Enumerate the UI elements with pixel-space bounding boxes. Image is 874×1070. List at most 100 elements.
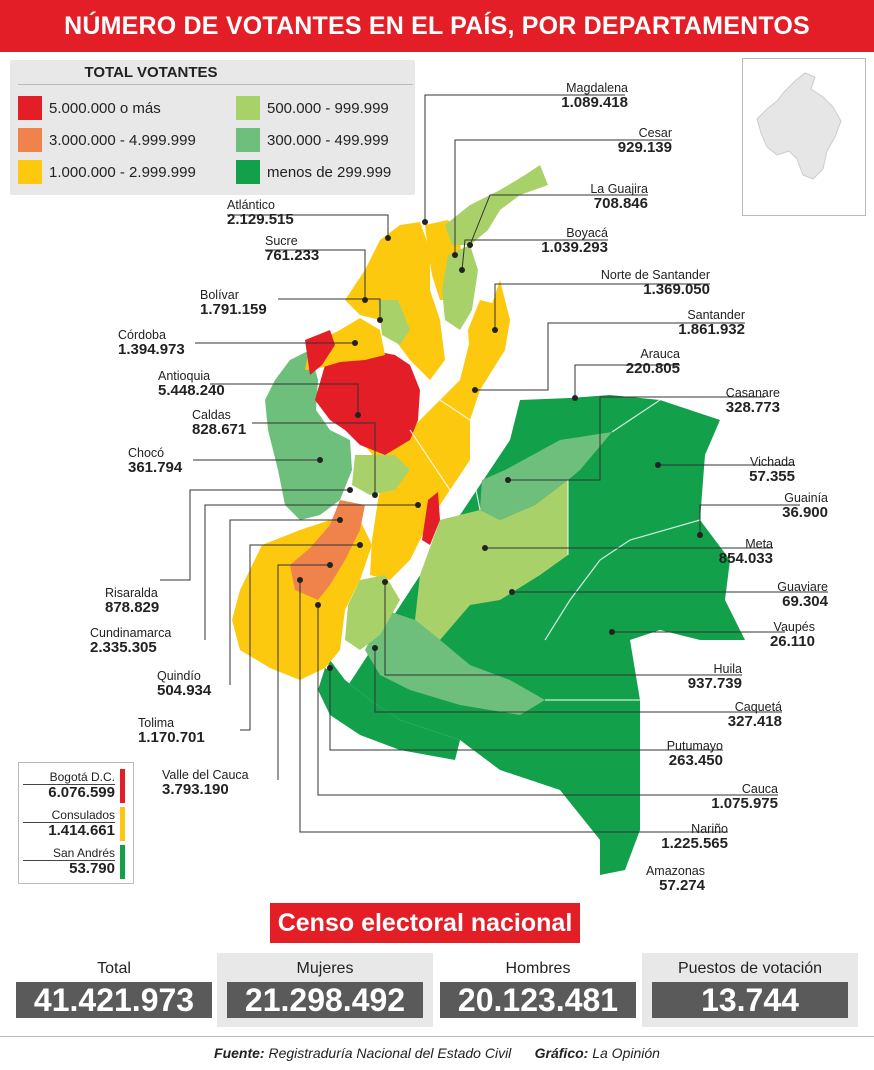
callout-casanare: Casanare 328.773: [680, 386, 780, 416]
callout-risaralda: Risaralda 878.829: [105, 586, 205, 616]
legend-swatch: [236, 160, 260, 184]
department-value: 1.075.975: [711, 795, 778, 812]
special-item-consulados: Consulados 1.414.661: [23, 809, 115, 839]
department-choco: [265, 350, 352, 520]
callout-tolima: Tolima 1.170.701: [138, 716, 238, 746]
special-value: 6.076.599: [23, 784, 115, 801]
stat-value-total: 41.421.973: [16, 982, 212, 1018]
department-casanare: [480, 432, 612, 520]
department-value: 328.773: [725, 399, 780, 416]
department-name: Córdoba: [118, 328, 166, 342]
stat-value-hombres: 20.123.481: [440, 982, 636, 1018]
department-value: 5.448.240: [158, 382, 225, 399]
callout-magdalena: Magdalena 1.089.418: [528, 81, 628, 111]
stat-label-hombres: Hombres: [505, 960, 571, 977]
callout-narino: Nariño 1.225.565: [628, 822, 728, 852]
special-color-bar: [120, 807, 125, 841]
source-label: Fuente:: [214, 1045, 265, 1061]
department-value: 26.110: [769, 633, 815, 650]
callout-huila: Huila 937.739: [642, 662, 742, 692]
callout-choco: Chocó 361.794: [128, 446, 228, 476]
legend-item-dark-green: menos de 299.999: [236, 160, 391, 184]
department-value: 828.671: [192, 421, 247, 438]
department-name: Cundinamarca: [90, 626, 172, 640]
department-name: Tolima: [138, 716, 175, 730]
department-value: 36.900: [782, 504, 828, 521]
department-name: La Guajira: [590, 182, 648, 196]
department-value: 708.846: [593, 195, 648, 212]
department-value: 1.369.050: [643, 281, 710, 298]
department-value: 1.861.932: [678, 321, 745, 338]
department-meta: [415, 480, 568, 640]
department-name: Santander: [687, 308, 745, 322]
department-huila: [345, 575, 400, 650]
legend-swatch: [18, 160, 42, 184]
department-name: Vichada: [750, 455, 795, 469]
department-name: Cesar: [638, 126, 672, 140]
department-value: 929.139: [617, 139, 672, 156]
legend-item-yellow: 1.000.000 - 2.999.999: [18, 160, 196, 184]
callout-sucre: Sucre 761.233: [265, 234, 365, 264]
censo-title: Censo electoral nacional: [270, 903, 580, 943]
callout-valle-del-cauca: Valle del Cauca 3.793.190: [162, 768, 277, 798]
stat-label-total: Total: [97, 960, 131, 977]
department-name: Guainía: [784, 491, 828, 505]
department-value: 327.418: [727, 713, 782, 730]
footer-credits: Fuente: Registraduría Nacional del Estad…: [0, 1036, 874, 1061]
legend-label: 300.000 - 499.999: [267, 131, 389, 149]
legend-item-light-green: 500.000 - 999.999: [236, 96, 389, 120]
legend-label: 1.000.000 - 2.999.999: [49, 163, 196, 181]
callout-cauca: Cauca 1.075.975: [678, 782, 778, 812]
legend-label: 3.000.000 - 4.999.999: [49, 131, 196, 149]
graphic-text: La Opinión: [592, 1045, 660, 1061]
bogota-marker: [422, 492, 440, 545]
department-value: 1.225.565: [661, 835, 728, 852]
region-east: [320, 395, 745, 875]
department-name: Magdalena: [566, 81, 628, 95]
legend-label: 5.000.000 o más: [49, 99, 161, 117]
department-value: 1.039.293: [541, 239, 608, 256]
special-name: Bogotá D.C.: [49, 770, 115, 784]
department-value: 2.335.305: [90, 639, 157, 656]
inset-locator-map: [742, 58, 866, 216]
callout-putumayo: Putumayo 263.450: [623, 739, 723, 769]
department-name: Risaralda: [105, 586, 158, 600]
legend: TOTAL VOTANTES 5.000.000 o más 3.000.000…: [10, 60, 415, 195]
department-name: Chocó: [128, 446, 165, 460]
special-districts-box: Bogotá D.C. 6.076.599 Consulados 1.414.661…: [18, 762, 134, 884]
legend-divider: [18, 84, 413, 85]
department-name: Sucre: [265, 234, 298, 248]
department-name: Putumayo: [666, 739, 723, 753]
callout-amazonas: Amazonas 57.274: [605, 864, 705, 894]
callout-antioquia: Antioquia 5.448.240: [158, 369, 268, 399]
callout-vichada: Vichada 57.355: [695, 455, 795, 485]
callout-caldas: Caldas 828.671: [192, 408, 292, 438]
department-name: Amazonas: [645, 864, 705, 878]
department-caldas: [352, 455, 410, 495]
callout-vaupes: Vaupés 26.110: [715, 620, 815, 650]
callout-guaviare: Guaviare 69.304: [728, 580, 828, 610]
department-cesar: [442, 245, 478, 330]
legend-item-orange: 3.000.000 - 4.999.999: [18, 128, 196, 152]
callout-cesar: Cesar 929.139: [572, 126, 672, 156]
department-name: Nariño: [691, 822, 728, 836]
stat-label-mujeres: Mujeres: [296, 960, 354, 977]
legend-title: TOTAL VOTANTES: [84, 64, 218, 81]
department-caqueta: [365, 610, 545, 715]
department-value: 1.089.418: [561, 94, 628, 111]
legend-label: menos de 299.999: [267, 163, 392, 181]
department-name: Caldas: [192, 408, 231, 422]
inset-map-icon: [756, 72, 842, 180]
department-name: Norte de Santander: [600, 268, 710, 282]
callout-quindio: Quindío 504.934: [157, 669, 257, 699]
callout-atlantico: Atlántico 2.129.515: [227, 198, 337, 228]
department-name: Valle del Cauca: [162, 768, 249, 782]
callout-bolivar: Bolívar 1.791.159: [200, 288, 310, 318]
callout-dots: [297, 219, 703, 671]
department-name: Atlántico: [227, 198, 275, 212]
page-title: NÚMERO DE VOTANTES EN EL PAÍS, POR DEPAR…: [0, 0, 874, 52]
callout-cordoba: Córdoba 1.394.973: [118, 328, 228, 358]
callout-guainia: Guainía 36.900: [728, 491, 828, 521]
department-value: 761.233: [265, 247, 320, 264]
